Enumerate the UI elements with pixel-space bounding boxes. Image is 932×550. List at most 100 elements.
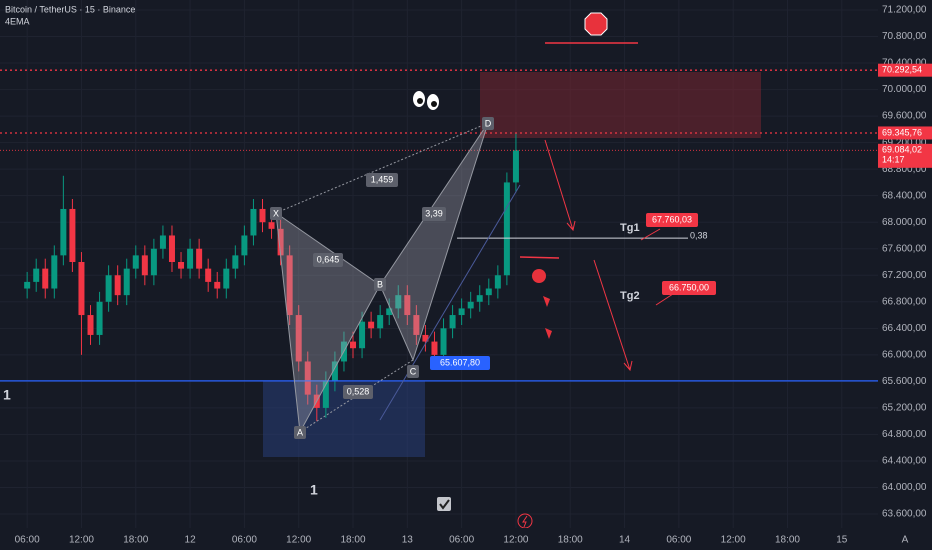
arrow <box>544 139 576 232</box>
candle-body <box>33 268 40 282</box>
level-label: 65.607,80 <box>440 357 480 367</box>
y-tick-label: 64.800,00 <box>882 429 927 440</box>
level-box <box>430 356 490 370</box>
x-tick-label: 15 <box>836 535 848 546</box>
x-tick-label: 06:00 <box>232 535 257 546</box>
candle-body <box>205 268 212 282</box>
candle-body <box>150 248 157 276</box>
pattern-xab <box>275 211 381 434</box>
check-mark <box>439 499 450 510</box>
candles <box>24 133 519 422</box>
candle-body <box>78 262 85 316</box>
candle-body <box>286 255 293 316</box>
y-tick-label: 71.200,00 <box>882 5 927 16</box>
ratio-box <box>313 253 343 267</box>
x-tick-label: 12 <box>185 535 197 546</box>
level-box <box>878 126 932 140</box>
point-label: B <box>377 279 383 289</box>
candle-body <box>223 268 230 289</box>
y-tick-label: 70.400,00 <box>882 58 927 69</box>
time-axis <box>0 528 878 550</box>
candle-body <box>350 341 357 349</box>
target-name: Tg2 <box>620 290 640 302</box>
candle-body <box>214 281 221 289</box>
candle-body <box>359 321 366 349</box>
y-tick-label: 69.600,00 <box>882 111 927 122</box>
x-tick-label: 12:00 <box>286 535 311 546</box>
point-label: X <box>273 208 279 218</box>
candle-body <box>494 275 501 289</box>
candle-body <box>51 255 58 289</box>
y-tick-label: 66.000,00 <box>882 349 927 360</box>
y-tick-label: 69.200,00 <box>882 137 927 148</box>
point-box <box>270 207 282 220</box>
candle-body <box>431 341 438 355</box>
y-tick-label: 63.600,00 <box>882 509 927 520</box>
candle-body <box>87 315 94 335</box>
candle-body <box>42 268 49 289</box>
candle-body <box>277 228 284 256</box>
x-tick-label: 13 <box>402 535 414 546</box>
y-tick-label: 68.000,00 <box>882 217 927 228</box>
candle-body <box>467 301 474 309</box>
y-tick-label: 65.600,00 <box>882 376 927 387</box>
candle-body <box>377 315 384 329</box>
pattern-points: X A B C D <box>270 117 494 439</box>
candle-body <box>440 328 447 355</box>
candle-body <box>458 308 465 316</box>
x-tick-label: 06:00 <box>449 535 474 546</box>
y-tick-label: 70.800,00 <box>882 31 927 42</box>
trend-line <box>379 184 521 421</box>
y-tick-label: 70.000,00 <box>882 84 927 95</box>
y-tick-label: 65.200,00 <box>882 403 927 414</box>
arrow <box>640 228 661 241</box>
ratio-label: 3,39 <box>425 208 443 218</box>
candle-body <box>503 182 510 276</box>
scale-mode[interactable]: A <box>902 535 909 546</box>
candle-body <box>476 295 483 302</box>
ratio-box <box>343 385 373 399</box>
count-label: 1 <box>310 482 318 498</box>
x-tick-label: 18:00 <box>558 535 583 546</box>
x-tick-label: 18:00 <box>340 535 365 546</box>
target-name: Tg1 <box>620 222 640 234</box>
ratio-label: 0,528 <box>347 386 370 396</box>
candle-body <box>304 361 311 395</box>
candle-body <box>96 301 103 335</box>
axes: 63.600,00 64.000,00 64.400,00 64.800,00 65.2… <box>15 5 932 546</box>
check-icon <box>437 497 451 511</box>
arrow <box>593 259 633 372</box>
candle-body <box>241 235 248 256</box>
candle-body <box>295 315 302 362</box>
target-ratio: 0,38 <box>690 230 708 240</box>
level-timer: 14:17 <box>882 155 905 165</box>
pattern-bcd <box>379 122 489 362</box>
candle-body <box>331 361 338 382</box>
candle-body <box>250 208 257 236</box>
ratio-label: 1,459 <box>371 174 394 184</box>
rocket-icons <box>543 296 552 339</box>
point-label: C <box>410 366 417 376</box>
candle-body <box>178 262 185 269</box>
candle-body <box>512 150 519 183</box>
count-label: 1 <box>3 387 11 403</box>
candle-body <box>413 315 420 335</box>
target-box <box>662 281 716 295</box>
candle-body <box>105 275 112 302</box>
point-label: A <box>297 427 303 437</box>
candle-body <box>232 255 239 269</box>
candle-body <box>386 308 393 316</box>
level-label: 70.292,54 <box>882 65 922 75</box>
candle-body <box>24 281 31 289</box>
candle-body <box>159 235 166 249</box>
indicator-label: 4EMA <box>5 16 30 26</box>
ratio-labels: 1,459 0,645 3,39 0,528 <box>313 173 446 399</box>
candle-body <box>485 288 492 296</box>
x-tick-label: 12:00 <box>69 535 94 546</box>
candle-body <box>123 268 130 296</box>
candle-body <box>268 222 275 229</box>
x-tick-label: 14 <box>619 535 631 546</box>
point-box <box>374 278 386 291</box>
y-tick-label: 68.800,00 <box>882 164 927 175</box>
